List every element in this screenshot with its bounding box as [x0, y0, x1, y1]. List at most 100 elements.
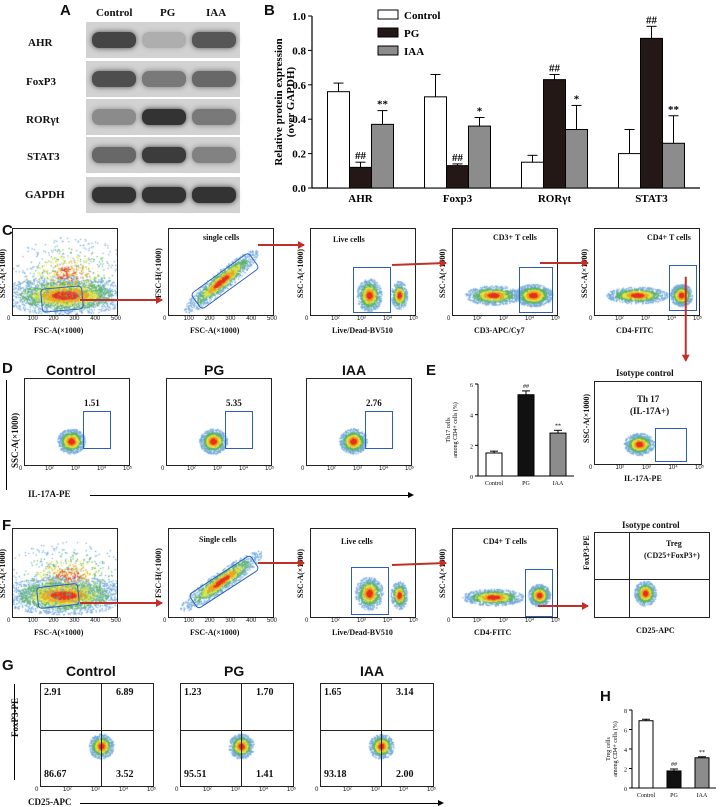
gating-arrow	[258, 244, 304, 246]
blot-band	[192, 71, 236, 87]
group-title: IAA	[342, 362, 366, 378]
d-x-axis-arrow	[90, 495, 410, 496]
significance-mark: **	[377, 99, 389, 111]
axis-tick-label: 0	[589, 316, 592, 322]
y-tick-label: 0	[624, 787, 627, 793]
plot-title: CD3+ T cells	[493, 233, 537, 242]
axis-tick-label: 10²	[615, 316, 624, 322]
flow-plot: CD3+ T cells	[452, 228, 558, 316]
quadrant-v	[101, 684, 102, 786]
flow-x-label: FSC-A(×1000)	[34, 326, 83, 335]
flow-plot	[12, 528, 118, 618]
chart-h: 02468Treg cells among CD4+ cells (%)Contr…	[602, 700, 720, 804]
flow-y-label: SSC-A(×1000)	[438, 549, 447, 598]
axis-tick-label: 10⁵	[409, 316, 418, 322]
x-tick-label: IAA	[697, 793, 708, 799]
group-title: Control	[46, 362, 96, 378]
flow-x-label: FSC-A(×1000)	[34, 628, 83, 637]
quadrant-h	[321, 730, 433, 731]
y-tick-label: 0.2	[292, 149, 306, 161]
plot-title: CD4+ T cells	[483, 537, 527, 546]
flow-x-label: Live/Dead-BV510	[332, 326, 393, 335]
blot-band	[142, 147, 186, 163]
axis-tick-label: 300	[69, 316, 79, 322]
gating-arrow	[685, 277, 687, 361]
blot-band	[142, 71, 186, 87]
quadrant-v	[241, 684, 242, 786]
axis-tick-label: 10⁴	[525, 316, 534, 322]
x-tick-label: Foxp3	[443, 193, 473, 205]
scatter-canvas	[307, 379, 411, 465]
blot-header-control: Control	[96, 7, 132, 19]
x-tick-label: PG	[522, 481, 530, 487]
axis-tick-label: 0	[305, 618, 308, 624]
group-title: IAA	[360, 663, 384, 679]
quadrant-v	[381, 684, 382, 786]
axis-tick-label: 10³	[371, 787, 380, 793]
arrow-head	[298, 559, 305, 567]
flow-y-label: SSC-A(×1000)	[10, 413, 20, 468]
iso-title: Isotype control	[622, 520, 680, 530]
axis-tick-label: 10⁴	[383, 618, 392, 624]
axis-tick-label: 0	[305, 316, 308, 322]
x-tick-label: IAA	[553, 481, 564, 487]
axis-tick-label: 0	[301, 466, 304, 472]
quadrant-h	[181, 730, 293, 731]
y-tick-label: 2	[624, 768, 627, 774]
axis-tick-label: 0	[589, 465, 592, 471]
bar	[469, 126, 491, 188]
axis-tick-label: 10⁴	[259, 787, 268, 793]
bar	[544, 80, 566, 188]
gate-percentage: 5.35	[226, 398, 242, 408]
plot-title: Live cells	[341, 537, 373, 546]
axis-tick-label: 10⁵	[551, 618, 560, 624]
arrow-head	[582, 602, 589, 610]
bar	[639, 721, 653, 788]
axis-tick-label: 10³	[231, 787, 240, 793]
axis-tick-label: 10²	[473, 618, 482, 624]
flow-plot	[24, 378, 130, 466]
axis-tick-label: 10⁵	[147, 787, 156, 793]
y-tick-label: 0.0	[292, 183, 306, 195]
axis-tick-label: 300	[69, 618, 79, 624]
axis-tick-label: 400	[246, 316, 256, 322]
panel-label-a: A	[60, 2, 71, 19]
axis-tick-label: 10⁵	[287, 787, 296, 793]
axis-tick-label: 10⁵	[693, 316, 702, 322]
axis-tick-label: 200	[49, 316, 59, 322]
axis-tick-label: 10⁴	[525, 618, 534, 624]
axis-tick-label: 0	[447, 618, 450, 624]
axis-tick-label: 10³	[641, 316, 650, 322]
iso-gate-desc: (IL-17A+)	[630, 406, 669, 416]
flow-plot	[306, 378, 412, 466]
axis-tick-label: 0	[7, 316, 10, 322]
plot-title: Live cells	[333, 235, 365, 244]
blot-band	[142, 187, 186, 203]
flow-y-label: FSC-H(×1000)	[154, 248, 163, 298]
panel-label-f: F	[2, 517, 11, 534]
gate	[519, 267, 553, 313]
blot-header-iaa: IAA	[206, 7, 226, 19]
axis-tick-label: 100	[28, 316, 38, 322]
scatter-canvas	[25, 379, 129, 465]
gate	[655, 428, 687, 462]
legend-label: IAA	[404, 46, 424, 58]
iso-gate-desc: (CD25+FoxP3+)	[644, 551, 700, 560]
axis-tick-label: 10³	[71, 466, 80, 472]
axis-tick-label: 10⁴	[399, 787, 408, 793]
axis-tick-label: 10⁵	[409, 618, 418, 624]
bar	[518, 395, 534, 476]
quadrant-lr: 2.00	[396, 769, 414, 780]
quadrant-ur: 3.14	[396, 687, 414, 698]
axis-tick-label: 10²	[327, 466, 336, 472]
flow-x-label: CD25-APC	[636, 626, 675, 635]
quadrant-h	[41, 730, 153, 731]
scatter-canvas	[167, 379, 271, 465]
axis-tick-label: 10⁴	[97, 466, 106, 472]
plot-title: Single cells	[199, 535, 237, 544]
axis-tick-label: 10⁴	[383, 316, 392, 322]
axis-tick-label: 10³	[353, 466, 362, 472]
g-x-axis-arrow	[80, 803, 440, 804]
blot-strip	[86, 137, 240, 173]
axis-tick-label: 10²	[473, 316, 482, 322]
